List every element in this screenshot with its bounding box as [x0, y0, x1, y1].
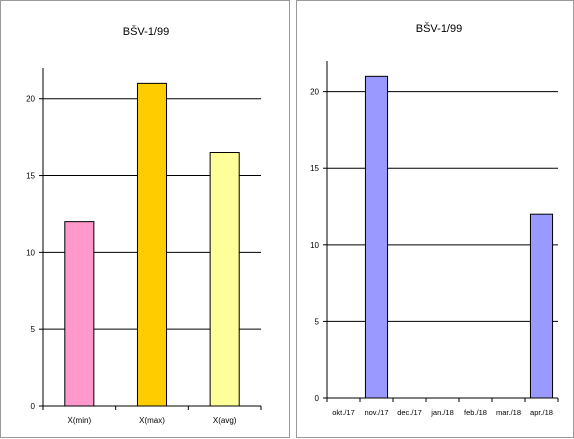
x-category-label: jan./18	[430, 408, 454, 417]
bar	[209, 152, 240, 407]
y-tick-label: 20	[26, 95, 35, 104]
chart-title: BŠV-1/99	[123, 25, 169, 38]
chart-panel-monthly: BŠV-1/99 0 5 10 15 20 okt./17 nov./17 dec./17 jan…	[296, 0, 574, 438]
bar	[364, 75, 389, 399]
x-category-label: okt./17	[332, 408, 355, 417]
x-category-label: nov./17	[364, 408, 388, 417]
y-tick-label: 5	[315, 317, 320, 326]
y-tick-label: 20	[310, 88, 319, 97]
y-tick-label: 15	[26, 172, 35, 181]
x-category-label: X(avg)	[213, 416, 237, 425]
chart-title: BŠV-1/99	[416, 22, 462, 35]
y-tick-label: 15	[310, 164, 319, 173]
bar	[529, 213, 554, 399]
y-tick-label: 5	[31, 325, 36, 334]
x-category-label: apr./18	[530, 408, 553, 417]
bar	[64, 221, 95, 407]
bar-chart-min-max-avg: BŠV-1/99 0 5 10 15 20 X(min) X(max) X(avg)	[26, 25, 262, 425]
x-category-label: mar./18	[496, 408, 521, 417]
y-tick-label: 0	[31, 402, 36, 411]
bar	[136, 82, 168, 407]
x-category-label: X(max)	[139, 416, 165, 425]
y-tick-label: 0	[315, 394, 320, 403]
x-category-label: dec./17	[397, 408, 422, 417]
chart-panel-min-max-avg: BŠV-1/99 0 5 10 15 20 X(min) X(max) X(avg)	[0, 0, 290, 438]
x-category-label: X(min)	[68, 416, 92, 425]
x-category-label: feb./18	[464, 408, 487, 417]
y-tick-label: 10	[26, 248, 35, 257]
bar-chart-monthly: BŠV-1/99 0 5 10 15 20 okt./17 nov./17 dec./17 jan…	[310, 22, 559, 417]
y-tick-label: 10	[310, 241, 319, 250]
